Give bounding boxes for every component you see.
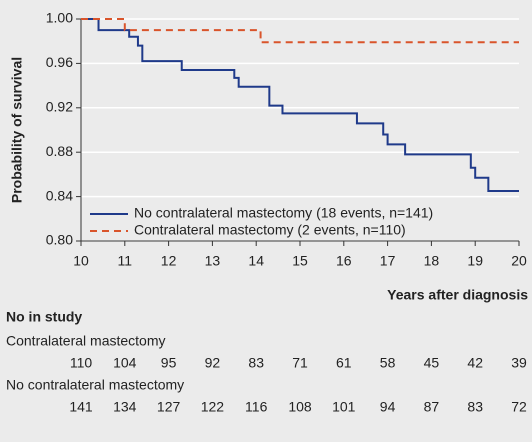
risk-count: 71 [292, 355, 308, 371]
x-tick-label: 18 [424, 253, 440, 269]
risk-count: 39 [511, 355, 527, 371]
risk-count: 58 [380, 355, 396, 371]
y-tick-label: 1.00 [46, 10, 73, 26]
y-tick-label: 0.96 [46, 54, 73, 70]
y-tick-label: 0.80 [46, 232, 73, 248]
x-tick-label: 15 [292, 253, 308, 269]
risk-row-name: No contralateral mastectomy [6, 377, 184, 393]
survival-curve [81, 18, 519, 44]
risk-count: 141 [69, 399, 93, 415]
risk-count: 101 [332, 399, 356, 415]
x-tick-label: 12 [161, 253, 177, 269]
risk-count: 92 [205, 355, 221, 371]
risk-count: 108 [288, 399, 312, 415]
x-tick-label: 10 [73, 253, 89, 269]
risk-count: 110 [70, 355, 93, 371]
risk-count: 83 [467, 399, 483, 415]
risk-count: 116 [245, 399, 268, 415]
x-tick-label: 20 [511, 253, 527, 269]
risk-count: 134 [113, 399, 137, 415]
risk-count: 45 [424, 355, 440, 371]
risk-count: 72 [511, 399, 527, 415]
risk-count: 61 [336, 355, 352, 371]
y-axis-label: Probability of survival [9, 57, 25, 203]
y-tick-label: 0.92 [46, 99, 73, 115]
risk-count: 42 [467, 355, 483, 371]
x-tick-label: 14 [248, 253, 264, 269]
x-tick-label: 16 [336, 253, 352, 269]
risk-count: 94 [380, 399, 396, 415]
risk-count: 83 [248, 355, 264, 371]
risk-count: 95 [161, 355, 177, 371]
x-tick-label: 11 [118, 253, 133, 269]
x-tick-label: 17 [380, 253, 396, 269]
x-tick-label: 13 [205, 253, 221, 269]
risk-table-title: No in study [6, 309, 82, 325]
x-axis-label: Years after diagnosis [387, 287, 528, 303]
x-tick-label: 19 [467, 253, 483, 269]
survival-curve [81, 18, 519, 193]
risk-count: 127 [157, 399, 181, 415]
y-tick-label: 0.84 [46, 187, 73, 203]
risk-count: 87 [424, 399, 440, 415]
legend-label: Contralateral mastectomy (2 events, n=11… [134, 222, 406, 238]
risk-count: 122 [201, 399, 225, 415]
y-tick-label: 0.88 [46, 143, 73, 159]
legend-label: No contralateral mastectomy (18 events, … [134, 205, 433, 221]
risk-row-name: Contralateral mastectomy [6, 333, 166, 349]
risk-count: 104 [113, 355, 137, 371]
